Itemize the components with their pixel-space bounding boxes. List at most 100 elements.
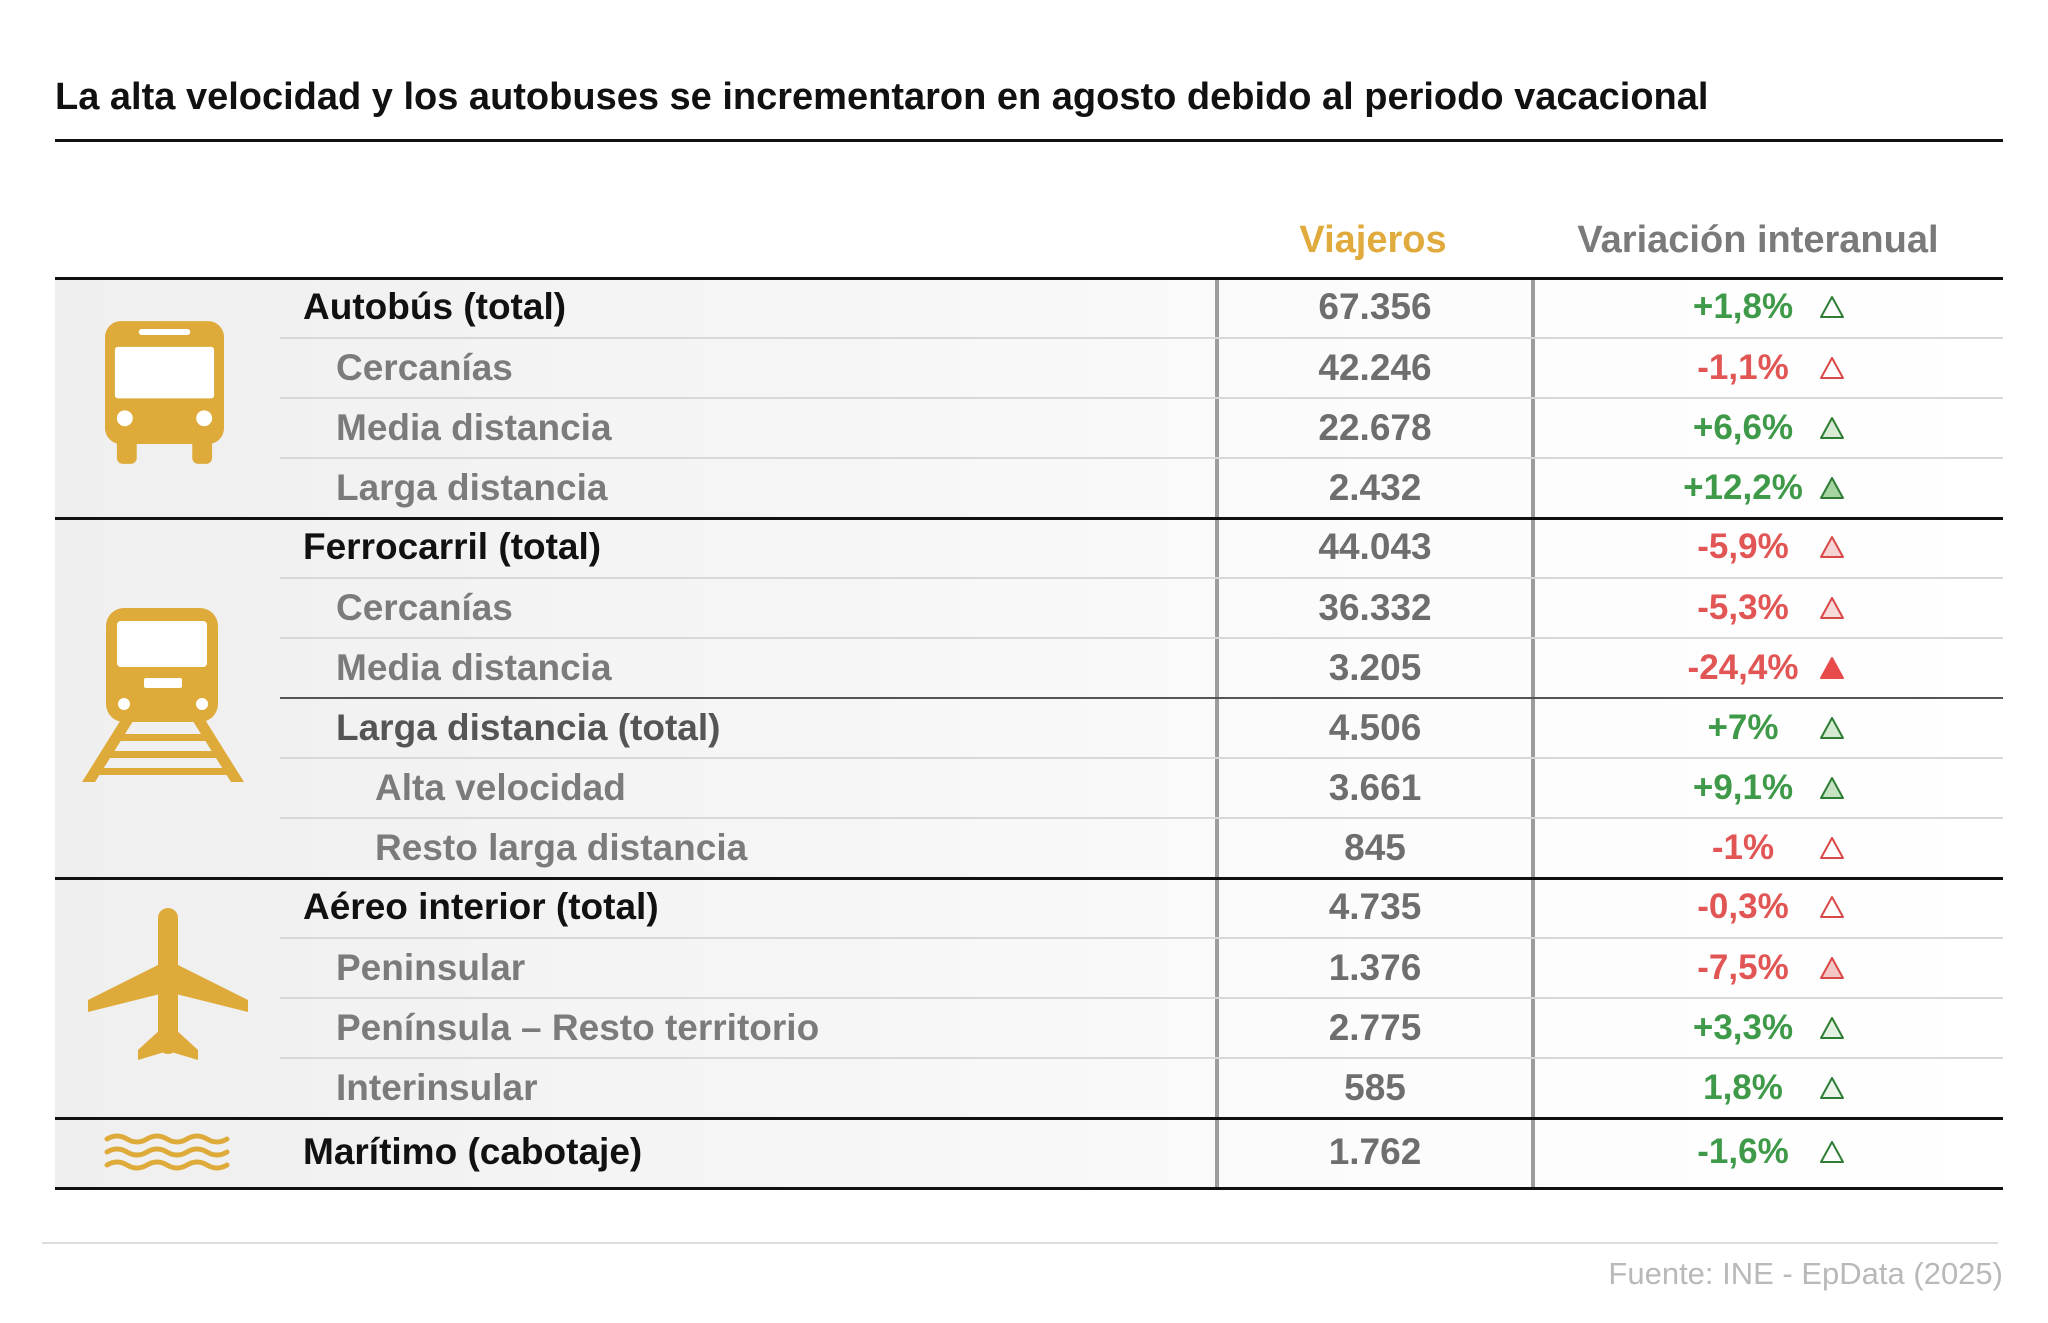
column-header-variacion: Variación interanual <box>1577 219 1939 261</box>
triangle-up-icon <box>1820 896 1844 918</box>
variation-cell: +7% <box>1531 699 2003 757</box>
table-row: Media distancia 3.205 -24,4% <box>280 637 2003 697</box>
viajeros-value: 42.246 <box>1215 339 1531 397</box>
source-note: Fuente: INE - EpData (2025) <box>1608 1256 2003 1291</box>
page-title: La alta velocidad y los autobuses se inc… <box>55 76 1709 118</box>
viajeros-value: 3.205 <box>1215 639 1531 697</box>
viajeros-value: 4.506 <box>1215 699 1531 757</box>
variation-value: -0,3% <box>1697 887 1789 926</box>
triangle-up-icon <box>1820 357 1844 379</box>
row-label: Aéreo interior (total) <box>303 886 659 927</box>
variation-value: -1,6% <box>1697 1132 1789 1171</box>
viajeros-value: 2.775 <box>1215 999 1531 1057</box>
variation-cell: +9,1% <box>1531 759 2003 817</box>
variation-cell: -0,3% <box>1531 877 2003 937</box>
row-label: Ferrocarril (total) <box>303 526 602 567</box>
table-row: Aéreo interior (total) 4.735 -0,3% <box>280 877 2003 937</box>
variation-value: -1,1% <box>1697 348 1789 387</box>
variation-cell: -5,9% <box>1531 517 2003 577</box>
row-label: Cercanías <box>336 587 513 628</box>
table-row: Media distancia 22.678 +6,6% <box>280 397 2003 457</box>
variation-value: -5,9% <box>1697 527 1789 566</box>
group-rows: Aéreo interior (total) 4.735 -0,3% Penin… <box>280 877 2003 1117</box>
variation-cell: -1,1% <box>1531 339 2003 397</box>
variation-cell: +12,2% <box>1531 459 2003 517</box>
row-label: Larga distancia <box>336 467 608 508</box>
viajeros-value: 22.678 <box>1215 399 1531 457</box>
variation-value: +3,3% <box>1692 1008 1794 1047</box>
triangle-up-icon <box>1820 1017 1844 1039</box>
variation-cell: +3,3% <box>1531 999 2003 1057</box>
viajeros-value: 2.432 <box>1215 459 1531 517</box>
variation-value: +7% <box>1707 708 1779 747</box>
group-rows: Ferrocarril (total) 44.043 -5,9% Cercaní… <box>280 517 2003 877</box>
row-label: Interinsular <box>336 1067 538 1108</box>
table-row: Marítimo (cabotaje) 1.762 -1,6% <box>280 1117 2003 1187</box>
variation-cell: -1,6% <box>1531 1117 2003 1187</box>
variation-cell: -24,4% <box>1531 639 2003 697</box>
table-row: Península – Resto territorio 2.775 +3,3% <box>280 997 2003 1057</box>
bus-icon <box>105 321 224 464</box>
variation-value: -24,4% <box>1687 648 1799 687</box>
group-sea: Marítimo (cabotaje) 1.762 -1,6% <box>55 1117 2003 1187</box>
table-row: Larga distancia (total) 4.506 +7% <box>280 697 2003 757</box>
viajeros-value: 4.735 <box>1215 877 1531 937</box>
row-label: Cercanías <box>336 347 513 388</box>
group-rows: Autobús (total) 67.356 +1,8% Cercanías 4… <box>280 277 2003 517</box>
train-icon <box>82 608 244 782</box>
column-header-viajeros: Viajeros <box>1299 219 1447 261</box>
viajeros-value: 585 <box>1215 1059 1531 1117</box>
group-divider <box>55 517 2003 520</box>
triangle-up-icon <box>1820 717 1844 739</box>
viajeros-value: 36.332 <box>1215 579 1531 637</box>
table-bottom-divider <box>55 1187 2003 1190</box>
group-divider <box>55 877 2003 880</box>
triangle-up-icon <box>1820 777 1844 799</box>
variation-value: -1% <box>1711 828 1775 867</box>
triangle-up-icon <box>1820 296 1844 318</box>
row-label: Peninsular <box>336 947 526 988</box>
triangle-up-icon <box>1820 657 1844 679</box>
table-row: Peninsular 1.376 -7,5% <box>280 937 2003 997</box>
group-bus: Autobús (total) 67.356 +1,8% Cercanías 4… <box>55 277 2003 517</box>
group-air: Aéreo interior (total) 4.735 -0,3% Penin… <box>55 877 2003 1117</box>
triangle-up-icon <box>1820 957 1844 979</box>
triangle-up-icon <box>1820 477 1844 499</box>
row-label: Autobús (total) <box>303 286 567 327</box>
variation-cell: -5,3% <box>1531 579 2003 637</box>
row-label: Marítimo (cabotaje) <box>303 1131 643 1172</box>
variation-value: +6,6% <box>1692 408 1794 447</box>
viajeros-value: 845 <box>1215 819 1531 877</box>
row-label: Media distancia <box>336 647 612 688</box>
triangle-up-icon <box>1820 536 1844 558</box>
row-label: Resto larga distancia <box>375 827 748 868</box>
variation-cell: +6,6% <box>1531 399 2003 457</box>
title-divider <box>55 139 2003 142</box>
table-row: Autobús (total) 67.356 +1,8% <box>280 277 2003 337</box>
variation-cell: -7,5% <box>1531 939 2003 997</box>
table-row: Cercanías 42.246 -1,1% <box>280 337 2003 397</box>
variation-cell: 1,8% <box>1531 1059 2003 1117</box>
variation-value: +9,1% <box>1692 768 1794 807</box>
table-row: Interinsular 585 1,8% <box>280 1057 2003 1117</box>
variation-value: -7,5% <box>1697 948 1789 987</box>
group-divider <box>55 277 2003 280</box>
viajeros-value: 1.762 <box>1215 1117 1531 1187</box>
table-row: Ferrocarril (total) 44.043 -5,9% <box>280 517 2003 577</box>
table-row: Cercanías 36.332 -5,3% <box>280 577 2003 637</box>
table-row: Resto larga distancia 845 -1% <box>280 817 2003 877</box>
triangle-up-icon <box>1820 597 1844 619</box>
viajeros-value: 1.376 <box>1215 939 1531 997</box>
variation-cell: +1,8% <box>1531 277 2003 337</box>
row-label: Media distancia <box>336 407 612 448</box>
table-row: Larga distancia 2.432 +12,2% <box>280 457 2003 517</box>
airplane-icon <box>88 908 248 1060</box>
row-label: Alta velocidad <box>375 767 626 808</box>
table-row: Alta velocidad 3.661 +9,1% <box>280 757 2003 817</box>
row-label: Larga distancia (total) <box>336 707 721 748</box>
triangle-up-icon <box>1820 1141 1844 1163</box>
triangle-up-icon <box>1820 837 1844 859</box>
triangle-up-icon <box>1820 1077 1844 1099</box>
waves-icon <box>104 1133 230 1171</box>
viajeros-value: 44.043 <box>1215 517 1531 577</box>
